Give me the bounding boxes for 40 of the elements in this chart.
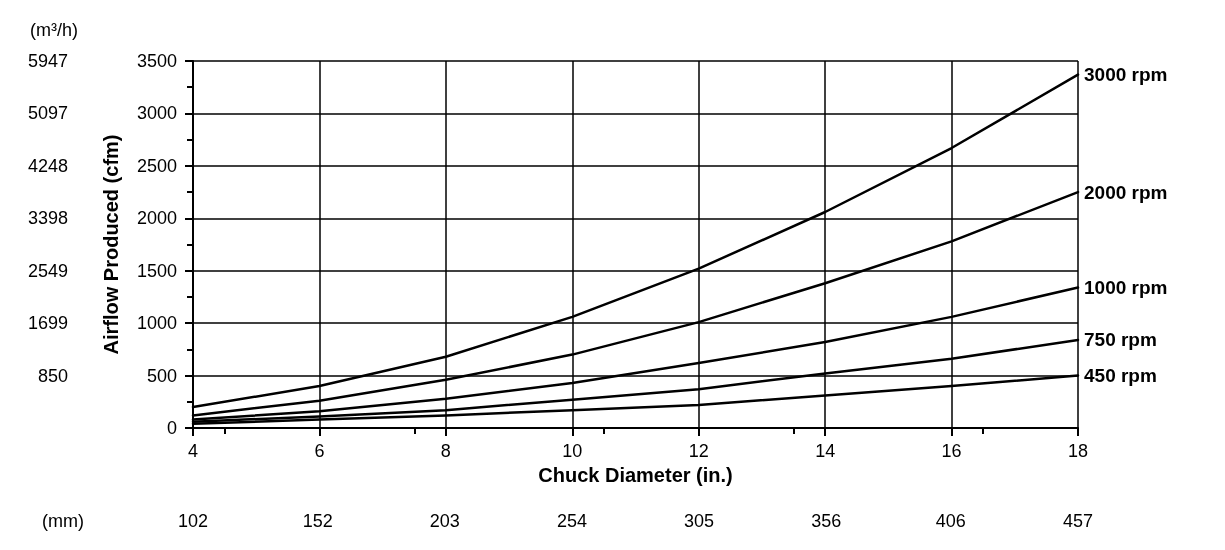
x2-tick-label: 254 [556, 511, 587, 531]
series-label: 2000 rpm [1084, 181, 1168, 203]
y2-tick-label: 1699 [27, 313, 68, 334]
x-tick-label: 4 [187, 441, 199, 461]
x-tick-label: 16 [941, 441, 962, 461]
x-tick-label: 10 [562, 441, 583, 461]
series-label: 3000 rpm [1084, 64, 1168, 86]
x2-axis-title: (mm) [42, 511, 84, 531]
y-tick-label: 2000 [136, 208, 177, 229]
y2-tick-label: 2549 [27, 260, 68, 281]
y-tick-label: 1500 [136, 260, 177, 281]
y-tick-label: 2500 [136, 155, 177, 176]
x-axis-title: Chuck Diameter (in.) [538, 463, 733, 486]
y-tick-label: 3000 [136, 103, 177, 124]
series-label: 450 rpm [1084, 365, 1157, 387]
y2-tick-label: 4248 [27, 155, 68, 176]
series-label: 750 rpm [1084, 329, 1157, 351]
x-tick-label: 6 [314, 441, 325, 461]
x-tick-label: 14 [815, 441, 836, 461]
y2-tick-label: 5097 [27, 103, 68, 124]
y-tick-label: 0 [166, 418, 177, 438]
x2-tick-label: 356 [811, 511, 842, 531]
x2-tick-label: 152 [302, 511, 333, 531]
x2-tick-label: 457 [1062, 511, 1094, 531]
x-tick-label: 12 [688, 441, 709, 461]
y2-tick-label: 850 [37, 365, 68, 386]
y2-axis-title: (m³/h) [30, 20, 78, 40]
series-label: 1000 rpm [1084, 276, 1168, 298]
y-axis-title: Airflow Produced (cfm) [100, 134, 122, 355]
x2-tick-label: 102 [177, 511, 209, 531]
y-tick-label: 500 [146, 365, 177, 386]
y2-tick-label: 3398 [27, 208, 68, 229]
y2-tick-label: 5947 [27, 51, 68, 71]
x2-tick-label: 203 [429, 511, 460, 531]
x2-tick-label: 406 [935, 511, 966, 531]
x-tick-label: 18 [1067, 441, 1089, 461]
y-tick-label: 1000 [136, 313, 177, 334]
x2-tick-label: 305 [684, 511, 715, 531]
y-tick-label: 3500 [136, 51, 177, 71]
x-tick-label: 8 [440, 441, 451, 461]
